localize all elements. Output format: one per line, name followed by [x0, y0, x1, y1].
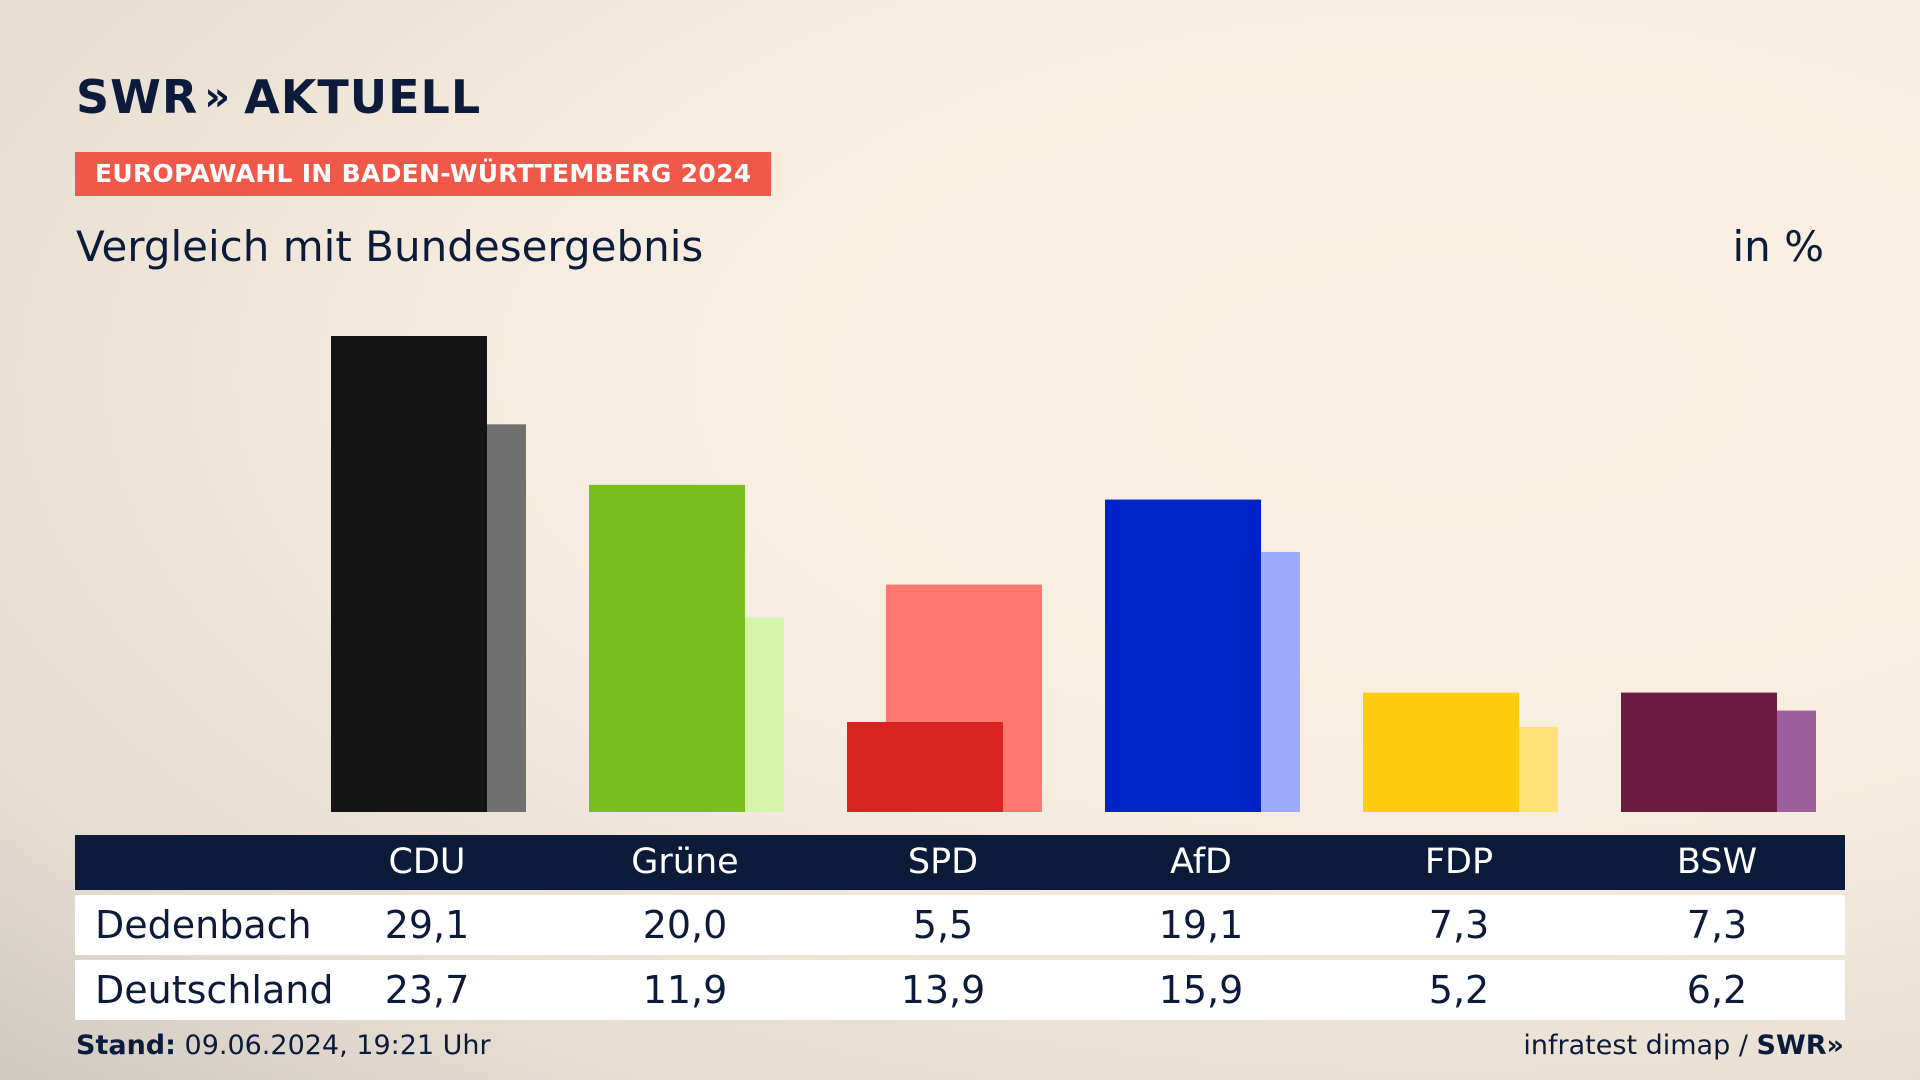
column-header-fdp: FDP: [1424, 842, 1494, 882]
table-cell: 20,0: [642, 903, 728, 947]
logo-brand: SWR: [76, 70, 199, 124]
source-brand: SWR»: [1756, 1030, 1844, 1061]
bar-dedenbach-fdp: [1363, 692, 1519, 812]
table-cell: 11,9: [642, 968, 728, 1012]
table-cell: 7,3: [1686, 903, 1748, 947]
results-table: CDU Grüne SPD AfD FDP BSW Dedenbach 29,1 20,0 5…: [75, 835, 1845, 1020]
bar-chart: [331, 336, 1816, 812]
column-header-gr-ne: Grüne: [631, 842, 739, 882]
row-label: Dedenbach: [95, 903, 312, 947]
bar-deutschland-gr-ne: [745, 617, 784, 812]
column-header-afd: AfD: [1170, 842, 1232, 882]
bar-dedenbach-spd: [847, 722, 1003, 812]
stand-value: 09.06.2024, 19:21 Uhr: [184, 1030, 491, 1061]
bar-deutschland-afd: [1261, 551, 1300, 812]
bar-dedenbach-gr-ne: [589, 484, 745, 812]
logo-product: AKTUELL: [244, 70, 482, 124]
source-text: infratest dimap /: [1523, 1030, 1748, 1061]
table-cell: 6,2: [1686, 968, 1748, 1012]
table-cell: 23,7: [384, 968, 470, 1012]
election-tag: EUROPAWAHL IN BADEN-WÜRTTEMBERG 2024: [75, 152, 772, 196]
chart-subtitle: Vergleich mit Bundesergebnis: [76, 222, 704, 271]
column-header-cdu: CDU: [388, 842, 466, 882]
table-row: Dedenbach 29,1 20,0 5,5 19,1 7,3 7,3: [75, 895, 1845, 955]
column-header-bsw: BSW: [1676, 842, 1758, 882]
table-cell: 7,3: [1428, 903, 1490, 947]
bar-dedenbach-bsw: [1621, 692, 1777, 812]
table-cell: 13,9: [900, 968, 986, 1012]
source-credit: infratest dimap / SWR»: [1523, 1030, 1844, 1061]
table-cell: 5,2: [1428, 968, 1490, 1012]
table-row: Deutschland 23,7 11,9 13,9 15,9 5,2 6,2: [75, 960, 1845, 1020]
table-cell: 15,9: [1158, 968, 1244, 1012]
table-cell: 29,1: [384, 903, 470, 947]
table-cell: 5,5: [912, 903, 974, 947]
table-cell: 19,1: [1158, 903, 1244, 947]
bar-deutschland-cdu: [487, 424, 526, 812]
stand-label: Stand:: [76, 1030, 176, 1061]
bar-deutschland-bsw: [1777, 710, 1816, 812]
bar-deutschland-fdp: [1519, 726, 1558, 812]
table-header: CDU Grüne SPD AfD FDP BSW: [75, 835, 1845, 890]
bar-dedenbach-cdu: [331, 336, 487, 812]
column-header-spd: SPD: [907, 842, 979, 882]
timestamp: Stand: 09.06.2024, 19:21 Uhr: [76, 1030, 491, 1061]
bar-dedenbach-afd: [1105, 499, 1261, 812]
row-label: Deutschland: [95, 968, 334, 1012]
swr-aktuell-logo: SWR » AKTUELL: [76, 70, 481, 124]
unit-label: in %: [1732, 222, 1824, 271]
